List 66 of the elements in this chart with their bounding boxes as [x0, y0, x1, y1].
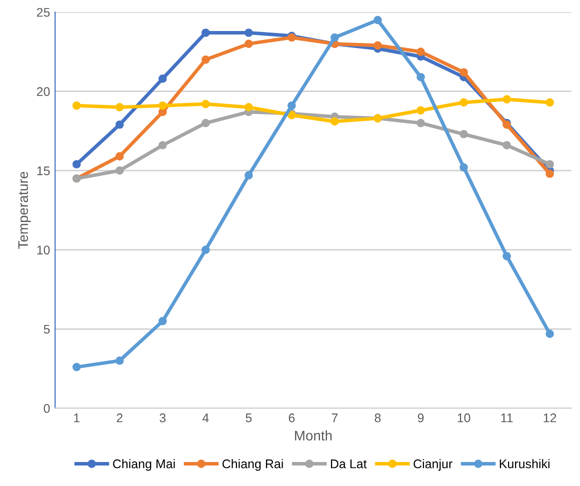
point	[115, 356, 124, 365]
x-tick-label: 8	[374, 413, 381, 422]
point	[546, 98, 554, 107]
point	[546, 330, 554, 338]
x-tick-label: 4	[202, 414, 209, 422]
point	[244, 28, 253, 37]
point	[201, 56, 210, 64]
point	[502, 252, 511, 260]
point	[201, 28, 210, 37]
point	[460, 163, 468, 172]
point	[546, 160, 554, 168]
y-tick-label: 5	[44, 324, 50, 334]
y-tick-label: 20	[36, 87, 50, 96]
x-tick-label: 3	[160, 413, 166, 422]
point	[330, 117, 339, 126]
point	[244, 171, 253, 180]
point	[330, 33, 339, 42]
point	[201, 246, 210, 254]
point	[502, 95, 511, 104]
point	[244, 103, 253, 112]
x-tick-label: 7	[332, 414, 338, 422]
x-tick-label: 5	[246, 414, 252, 422]
x-tick-label: 10	[458, 413, 470, 422]
point	[115, 120, 124, 129]
point	[244, 40, 253, 48]
point	[374, 16, 382, 24]
point	[72, 362, 81, 372]
x-tick-label: 1	[74, 414, 80, 422]
legend-label: Chiang Mai	[113, 459, 175, 471]
point	[460, 68, 468, 77]
point	[416, 118, 425, 128]
point	[158, 101, 167, 110]
point	[201, 118, 210, 128]
y-axis-title: Temperature	[18, 172, 31, 249]
point	[416, 48, 425, 56]
point	[546, 170, 554, 178]
y-tick-label: 25	[36, 8, 50, 17]
x-tick-label: 2	[116, 413, 122, 422]
x-tick-label: 11	[501, 414, 513, 422]
legend-label: Kurushiki	[500, 459, 550, 468]
x-tick-label: 12	[544, 413, 556, 422]
x-tick-label: 9	[418, 413, 424, 422]
point	[288, 101, 296, 110]
legend-label: Cianjur	[414, 459, 452, 471]
point	[502, 141, 511, 150]
point	[460, 130, 468, 138]
point	[158, 141, 167, 150]
point	[460, 98, 468, 107]
point	[115, 152, 124, 160]
point	[158, 316, 167, 326]
y-tick-label: 10	[37, 246, 50, 254]
point	[72, 160, 81, 168]
legend-label: Chiang Rai	[222, 459, 283, 471]
x-tick-label: 6	[288, 413, 295, 422]
legend-label: Da Lat	[330, 460, 367, 468]
point	[72, 101, 81, 110]
point	[416, 72, 425, 82]
point	[416, 106, 425, 115]
y-tick-label: 15	[37, 166, 50, 176]
point	[374, 41, 382, 50]
point	[158, 74, 167, 83]
point	[115, 166, 124, 175]
x-axis-title: Month	[295, 430, 332, 441]
point	[201, 100, 210, 108]
point	[115, 103, 124, 112]
y-tick-label: 0	[44, 404, 50, 413]
